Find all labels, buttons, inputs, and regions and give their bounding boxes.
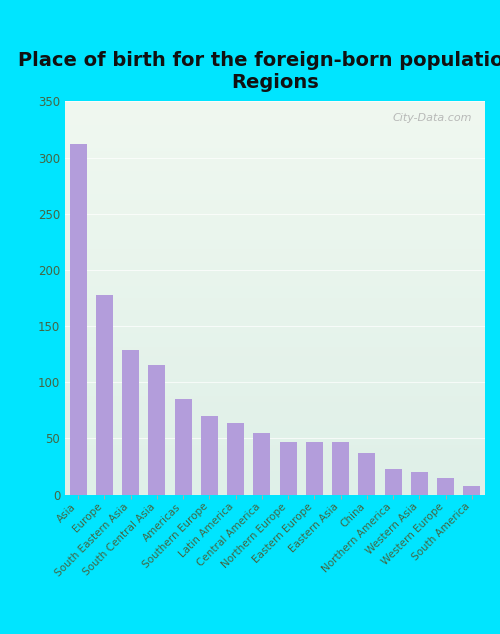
Bar xyxy=(384,469,402,495)
Bar xyxy=(227,423,244,495)
Bar xyxy=(122,349,139,495)
Bar xyxy=(358,453,376,495)
Bar xyxy=(411,472,428,495)
Bar xyxy=(280,442,296,495)
Title: Place of birth for the foreign-born population -
Regions: Place of birth for the foreign-born popu… xyxy=(18,51,500,91)
Bar xyxy=(464,486,480,495)
Bar xyxy=(70,144,86,495)
Bar xyxy=(201,416,218,495)
Bar xyxy=(332,442,349,495)
Text: City-Data.com: City-Data.com xyxy=(393,113,472,123)
Bar xyxy=(174,399,192,495)
Bar xyxy=(254,433,270,495)
Bar xyxy=(148,365,166,495)
Bar xyxy=(306,442,323,495)
Bar xyxy=(96,295,113,495)
Bar xyxy=(437,477,454,495)
